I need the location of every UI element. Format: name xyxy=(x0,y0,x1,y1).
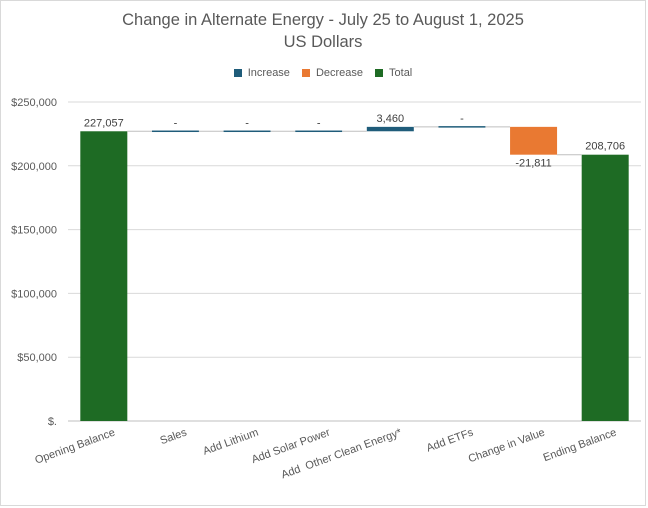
x-tick-label: Sales xyxy=(158,426,188,447)
bar-increase xyxy=(438,126,486,128)
data-label: 3,460 xyxy=(377,113,405,125)
legend-swatch-total xyxy=(375,69,384,77)
bar-increase xyxy=(151,130,199,133)
bar-decrease xyxy=(510,126,558,155)
y-tick-label: $50,000 xyxy=(17,352,57,364)
legend-item-decrease: Decrease xyxy=(301,67,364,79)
data-label: - xyxy=(317,117,321,129)
x-tick-label: Add Lithium xyxy=(201,427,260,458)
x-tick-label: Add Other Clean Energy* xyxy=(280,426,404,481)
x-tick-label: Ending Balance xyxy=(542,427,619,465)
y-tick-label: $100,000 xyxy=(11,288,57,300)
legend-label-increase: Increase xyxy=(247,67,290,79)
legend-swatch-increase xyxy=(233,69,242,77)
chart-title: Change in Alternate Energy - July 25 to … xyxy=(122,11,524,29)
bar-increase xyxy=(366,126,414,132)
x-tick-label: Add ETFs xyxy=(425,426,476,454)
x-tick-label: Change in Value xyxy=(467,427,547,466)
bar-total xyxy=(80,131,128,421)
legend-label-decrease: Decrease xyxy=(315,67,364,79)
y-tick-label: $150,000 xyxy=(11,225,57,237)
bar-increase xyxy=(223,130,271,133)
legend-swatch-decrease xyxy=(301,69,310,77)
chart-title-block: Change in Alternate Energy - July 25 to … xyxy=(1,9,645,53)
chart-legend: Increase Decrease Total xyxy=(1,67,645,79)
data-label: 227,057 xyxy=(84,117,124,129)
data-label: - xyxy=(174,117,178,129)
data-label: - xyxy=(245,117,249,129)
data-label: 208,706 xyxy=(585,141,625,153)
data-label: -21,811 xyxy=(515,158,552,170)
legend-item-increase: Increase xyxy=(233,67,290,79)
legend-label-total: Total xyxy=(389,67,413,79)
chart-subtitle: US Dollars xyxy=(283,33,363,51)
data-label: - xyxy=(460,113,464,125)
y-tick-label: $. xyxy=(48,416,57,428)
legend-item-total: Total xyxy=(375,67,412,79)
bar-increase xyxy=(295,130,343,133)
bar-total xyxy=(581,154,629,421)
y-tick-label: $250,000 xyxy=(11,97,57,109)
y-tick-label: $200,000 xyxy=(11,161,57,173)
x-tick-label: Opening Balance xyxy=(33,427,116,467)
